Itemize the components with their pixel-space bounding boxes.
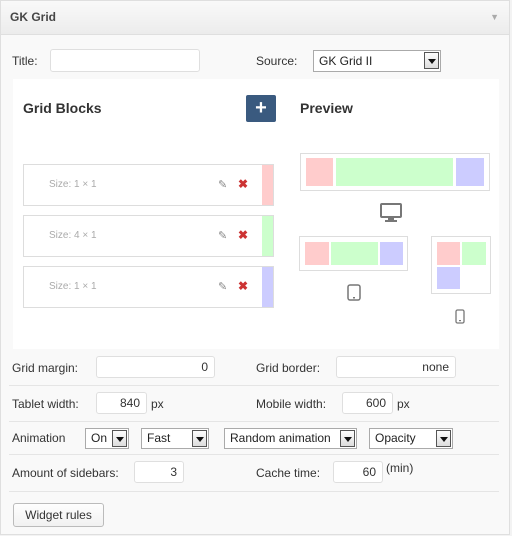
widget-titlebar[interactable]: GK Grid ▼: [1, 1, 509, 35]
grid-block-2[interactable]: Size: 4 × 1 ✎ ✖: [23, 215, 274, 257]
block-color-strip: [262, 267, 273, 307]
title-label: Title:: [12, 54, 38, 68]
grid-margin-label: Grid margin:: [12, 361, 79, 375]
divider: [9, 454, 499, 455]
animation-effect-value: Opacity: [375, 431, 416, 445]
tablet-preview: [299, 236, 408, 271]
animation-speed-select[interactable]: Fast: [141, 428, 209, 449]
tablet-icon: [347, 284, 361, 301]
block-size: Size: 1 × 1: [49, 281, 97, 292]
preview-title: Preview: [300, 100, 353, 116]
preview-cell: [380, 242, 403, 265]
preview-cell: [437, 242, 460, 265]
grid-panel: Grid Blocks + Preview Size: 1 × 1 ✎ ✖ Si…: [13, 79, 499, 349]
preview-cell: [456, 158, 484, 186]
grid-block-3[interactable]: Size: 1 × 1 ✎ ✖: [23, 266, 274, 308]
chevron-down-icon: [340, 430, 355, 447]
source-select[interactable]: GK Grid II: [313, 50, 441, 72]
cache-time-label: Cache time:: [256, 466, 321, 480]
divider: [9, 491, 499, 492]
monitor-icon: [380, 203, 402, 222]
chevron-down-icon: [424, 52, 439, 69]
source-select-value: GK Grid II: [319, 54, 373, 68]
mobile-preview: [431, 236, 491, 294]
grid-border-input[interactable]: none: [336, 356, 456, 378]
tablet-width-label: Tablet width:: [12, 397, 79, 411]
mobile-width-unit: px: [397, 397, 410, 411]
grid-margin-input[interactable]: 0: [96, 356, 215, 378]
animation-label: Animation: [12, 431, 66, 445]
block-size: Size: 4 × 1: [49, 230, 97, 241]
add-block-button[interactable]: +: [246, 95, 276, 122]
grid-block-1[interactable]: Size: 1 × 1 ✎ ✖: [23, 164, 274, 206]
chevron-down-icon: [192, 430, 207, 447]
preview-cell: [306, 158, 333, 186]
chevron-down-icon: [112, 430, 127, 447]
x-icon[interactable]: ✖: [238, 279, 249, 293]
sidebars-input[interactable]: 3: [134, 461, 184, 483]
block-size: Size: 1 × 1: [49, 179, 97, 190]
animation-type-select[interactable]: Random animation: [224, 428, 357, 449]
preview-cell: [462, 242, 486, 265]
preview-cell: [305, 242, 329, 265]
widget-rules-button[interactable]: Widget rules: [13, 503, 104, 527]
animation-toggle-select[interactable]: On: [85, 428, 129, 449]
collapse-arrow-icon[interactable]: ▼: [490, 12, 499, 22]
chevron-down-icon: [436, 430, 451, 447]
grid-blocks-title: Grid Blocks: [23, 100, 102, 116]
animation-toggle-value: On: [91, 431, 108, 445]
preview-cell: [437, 267, 460, 289]
mobile-width-label: Mobile width:: [256, 397, 327, 411]
widget-title: GK Grid: [10, 10, 57, 24]
tablet-width-input[interactable]: 840: [96, 392, 147, 414]
block-color-strip: [262, 165, 273, 205]
sidebars-label: Amount of sidebars:: [12, 466, 119, 480]
divider: [9, 421, 499, 422]
cache-time-input[interactable]: 60: [333, 461, 383, 483]
x-icon[interactable]: ✖: [238, 228, 249, 242]
pencil-icon[interactable]: ✎: [218, 281, 228, 293]
grid-border-label: Grid border:: [256, 361, 321, 375]
block-color-strip: [262, 216, 273, 256]
tablet-width-unit: px: [151, 397, 164, 411]
animation-type-value: Random animation: [230, 431, 331, 445]
preview-cell: [336, 158, 453, 186]
desktop-preview: [300, 153, 490, 191]
animation-effect-select[interactable]: Opacity: [369, 428, 453, 449]
title-input[interactable]: [50, 49, 200, 72]
pencil-icon[interactable]: ✎: [218, 230, 228, 242]
pencil-icon[interactable]: ✎: [218, 179, 228, 191]
divider: [9, 385, 499, 386]
phone-icon: [455, 309, 465, 324]
preview-cell: [331, 242, 378, 265]
cache-time-unit: (min): [386, 461, 414, 475]
mobile-width-input[interactable]: 600: [342, 392, 393, 414]
animation-speed-value: Fast: [147, 431, 171, 445]
x-icon[interactable]: ✖: [238, 177, 249, 191]
source-label: Source:: [256, 54, 298, 68]
